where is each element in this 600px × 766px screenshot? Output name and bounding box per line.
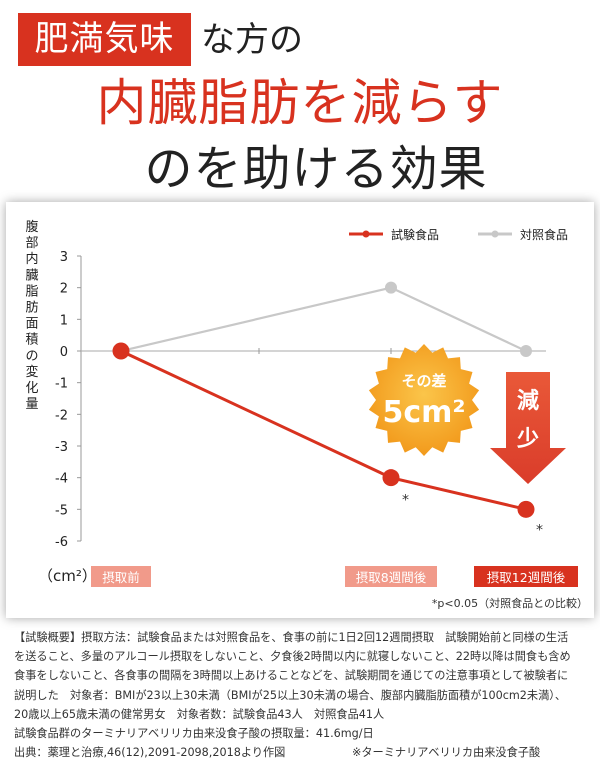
note-line: 試験食品群のターミナリアベリリカ由来没食子酸の摂取量：41.6mg/日 (14, 726, 374, 740)
y-tick-label: -2 (55, 408, 68, 423)
y-axis-label: 積 (25, 333, 38, 348)
y-tick-label: 0 (60, 345, 68, 360)
category-tag (345, 566, 437, 587)
note-line: 【試験概要】摂取方法：試験食品または対照食品を、食事の前に1日2回12週間摂取 … (14, 631, 569, 644)
chart-card: 腹部内臓脂肪面積の変化量 3 2 1 0 -1 -2 -3 -4 -5 -6 試験食品 対照食品その差 5… (6, 202, 594, 618)
y-axis-label: 面 (25, 317, 38, 332)
y-axis-label: 部 (25, 236, 38, 251)
y-axis-label: 腹 (25, 219, 38, 235)
y-tick-label: 1 (60, 313, 68, 328)
y-axis-label: の (25, 349, 38, 364)
significance-mark: * (402, 493, 409, 509)
category-tag (474, 566, 578, 587)
source-citation: 出典：薬理と治療,46(12),2091-2098,2018より作図 (14, 746, 286, 760)
legend-marker (491, 230, 499, 238)
legend-label: 試験食品 (391, 227, 439, 242)
y-tick-label: -5 (55, 503, 68, 518)
burst-label-top: その差 (401, 372, 446, 390)
y-axis-label: 量 (25, 397, 38, 412)
headline-red: 内臓脂肪を減らす (96, 74, 504, 132)
y-axis-label: 変 (25, 364, 38, 380)
badge-suffix: な方の (201, 20, 303, 60)
test-point (112, 342, 130, 360)
y-tick-label: -1 (55, 377, 68, 392)
significance-footnote: *p<0.05（対照食品との比較） (432, 596, 588, 610)
control-point (520, 345, 532, 357)
y-unit-label: （cm²） (38, 567, 97, 585)
category-tag (91, 566, 151, 587)
burst-label-value: 5cm² (382, 395, 465, 430)
note-line: 20歳以上65歳未満の健常男女 対象者数：試験食品43人 対照食品41人 (14, 707, 385, 721)
y-axis-label: 脂 (25, 284, 38, 299)
control-series-line (120, 286, 527, 353)
y-tick-label: -3 (55, 440, 68, 455)
legend-label: 対照食品 (520, 227, 568, 242)
y-tick-label: -6 (55, 535, 68, 550)
source-line: 出典：薬理と治療,46(12),2091-2098,2018より作図 ※ターミナ… (14, 743, 592, 762)
category-label: 摂取前 (102, 570, 140, 585)
study-notes: 【試験概要】摂取方法：試験食品または対照食品を、食事の前に1日2回12週間摂取 … (14, 628, 592, 762)
note-line: を送ること、多量のアルコール摂取をしないこと、夕食後2時間以内に就寝しないこと、… (14, 650, 571, 664)
arrow-label: 少 (516, 427, 539, 452)
headline-black: のを助ける効果 (144, 141, 488, 197)
y-axis-label: 臓 (25, 268, 38, 283)
significance-mark: * (536, 522, 543, 538)
legend-marker (362, 230, 370, 238)
control-point (385, 281, 397, 294)
y-tick-label: 3 (60, 250, 68, 265)
test-point (517, 500, 535, 518)
y-axis-label: 内 (25, 251, 38, 267)
category-label: 摂取12週間後 (487, 570, 566, 585)
note-line: 説明した 対象者：BMIが23以上30未満（BMIが25以上30未満の場合、腹部… (14, 688, 567, 702)
y-tick-label: 2 (60, 282, 68, 297)
arrow-label: 減 (517, 389, 539, 414)
difference-burst (368, 344, 480, 456)
source-note: ※ターミナリアベリリカ由来没食子酸 (352, 746, 541, 760)
decrease-arrow (490, 372, 566, 484)
test-point (382, 469, 400, 487)
y-axis-label: 肪 (25, 300, 38, 316)
target-badge: 肥満気味 (18, 13, 191, 66)
note-line: 食事をしないこと、各食事の間隔を3時間以上あけることなどを、試験期間を通じての注… (14, 669, 569, 683)
category-label: 摂取8週間後 (356, 570, 427, 585)
y-tick-label: -4 (55, 472, 68, 487)
header: 肥満気味 な方の 内臓脂肪を減らす のを助ける効果 (0, 0, 600, 200)
y-axis-label: 化 (25, 381, 38, 396)
